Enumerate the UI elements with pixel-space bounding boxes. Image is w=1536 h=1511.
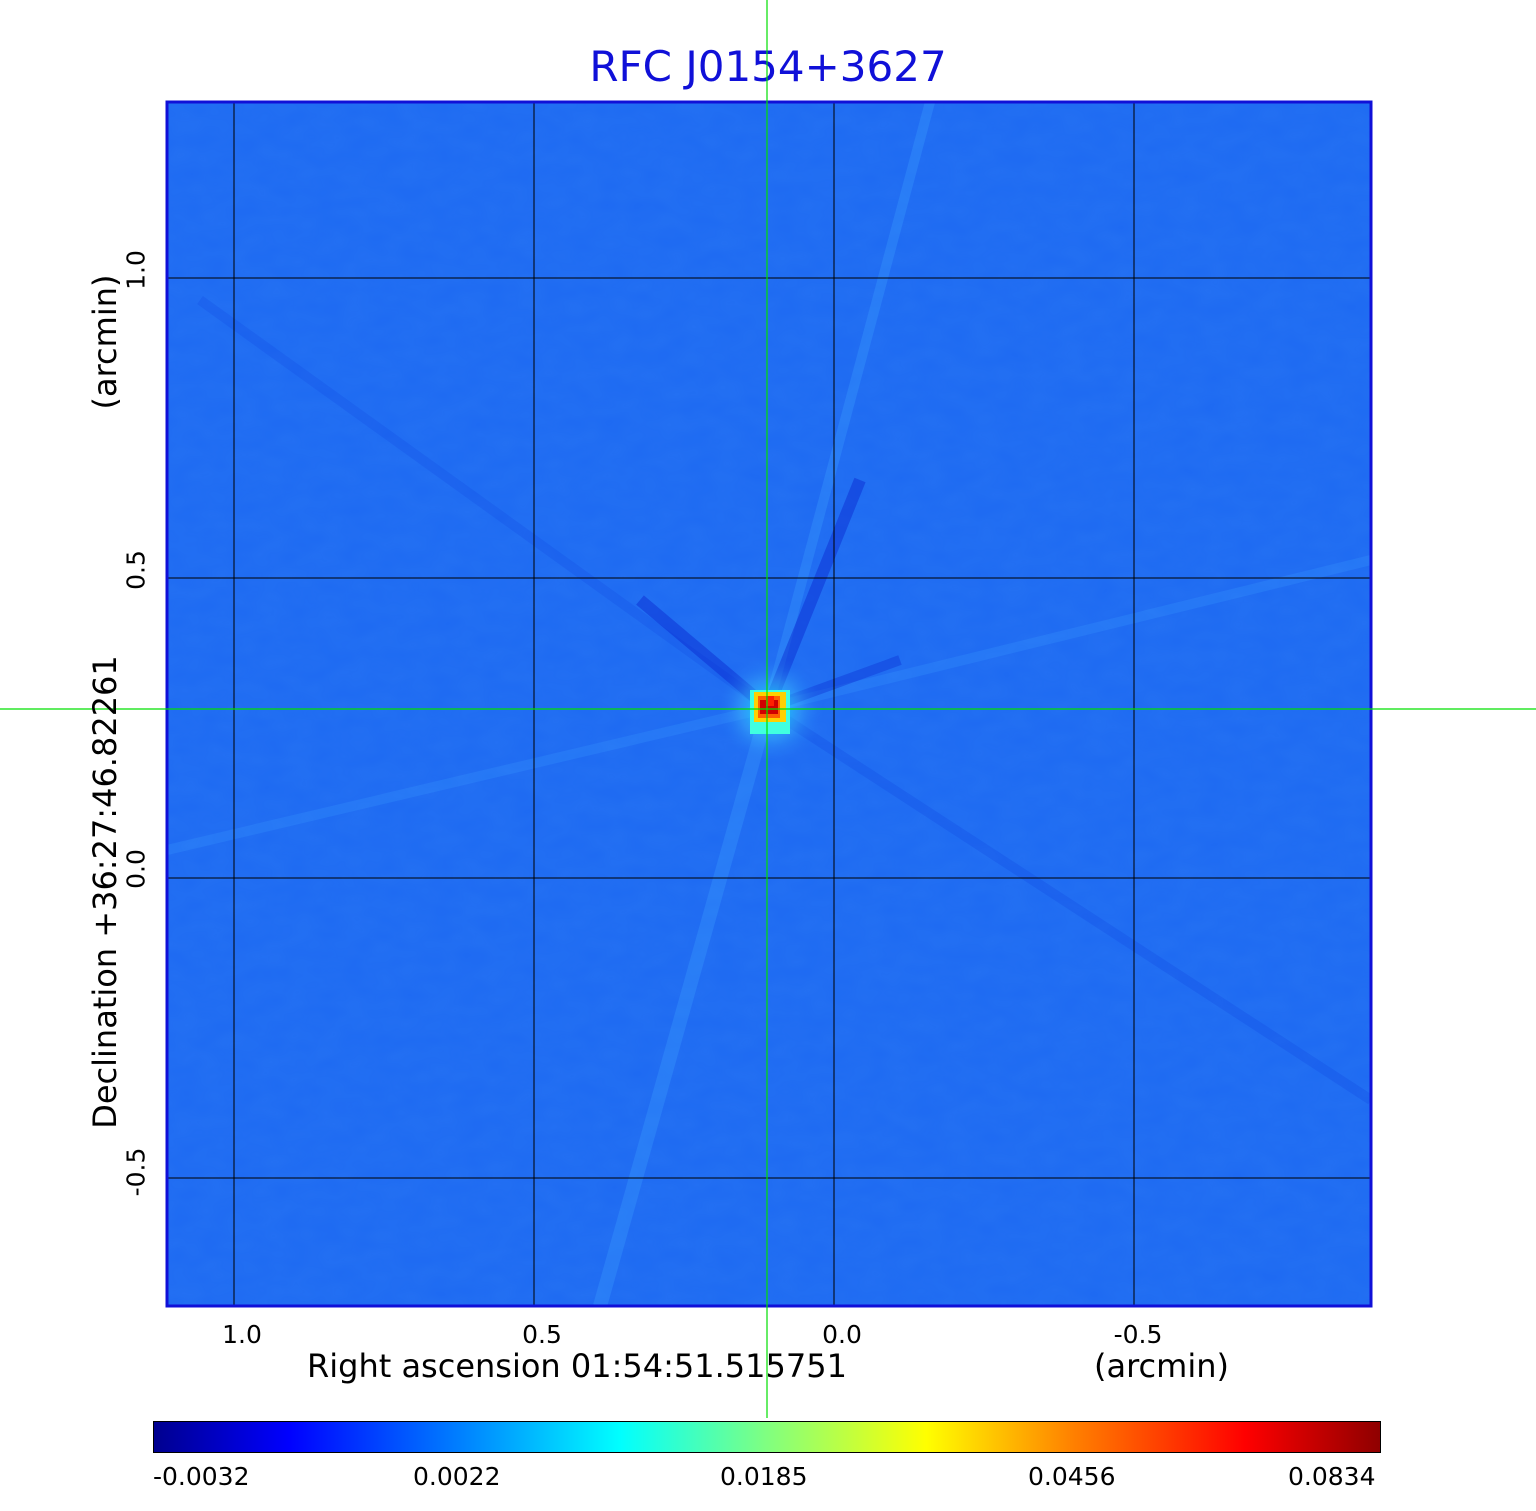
colorbar-tick-label: 0.0834	[1288, 1462, 1376, 1491]
colorbar	[153, 1421, 1381, 1453]
y-axis-label: Declination +36:27:46.82261	[86, 655, 124, 1129]
x-tick-label: 0.5	[522, 1320, 562, 1349]
x-tick-label: -0.5	[1113, 1320, 1163, 1349]
x-tick-label: 0.0	[822, 1320, 862, 1349]
x-axis-label: Right ascension 01:54:51.515751	[307, 1347, 847, 1385]
x-axis-unit: (arcmin)	[1094, 1347, 1229, 1385]
y-tick-label: 0.0	[121, 849, 151, 889]
colorbar-tick-label: -0.0032	[153, 1462, 250, 1491]
y-axis-unit: (arcmin)	[86, 274, 124, 410]
image-frame	[165, 100, 1373, 1308]
coordinate-grid	[167, 102, 1371, 1306]
x-tick-label: 1.0	[222, 1320, 262, 1349]
image-title: RFC J0154+3627	[589, 42, 947, 91]
colorbar-tick-label: 0.0022	[413, 1462, 501, 1491]
source-core	[715, 655, 825, 765]
y-tick-label: -0.5	[121, 1147, 151, 1197]
colorbar-tick-label: 0.0456	[1028, 1462, 1116, 1491]
y-tick-label: 0.5	[121, 550, 151, 590]
y-tick-label: 1.0	[121, 250, 151, 290]
colorbar-tick-label: 0.0185	[720, 1462, 808, 1491]
